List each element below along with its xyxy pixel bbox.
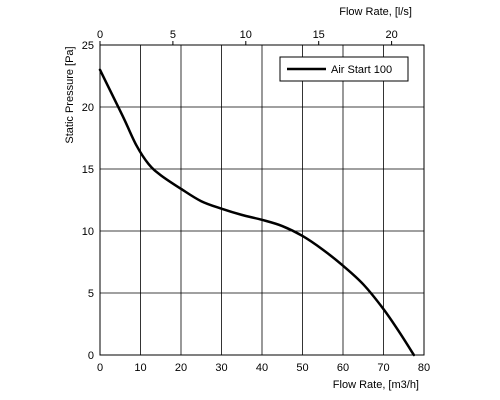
y-tick-label: 15 [82,164,94,176]
x-tick-label: 50 [296,362,308,374]
y-tick-label: 20 [82,102,94,114]
x2-tick-labels: 0 5 10 15 20 [97,29,398,45]
legend: Air Start 100 [279,56,409,82]
y-tick-labels: 0 5 10 15 20 25 [82,40,94,362]
x2-tick-label: 0 [97,29,103,41]
x-tick-label: 40 [256,362,268,374]
series-layer [98,68,416,357]
x-tick-label: 0 [97,362,103,374]
x-tick-labels: 0 10 20 30 40 50 60 70 80 [97,362,430,374]
grid [99,44,425,356]
y-axis-title: Static Pressure [Pa] [64,46,76,143]
x2-tick-label: 15 [313,29,325,41]
x2-tick-label: 10 [240,29,252,41]
plot-frame [99,44,425,356]
y-tick-label: 5 [88,288,94,300]
legend-label: Air Start 100 [331,64,392,76]
x-tick-label: 10 [134,362,146,374]
series-line-air-start-100 [98,68,416,357]
x2-tick-label: 20 [385,29,397,41]
y-tick-label: 10 [82,226,94,238]
x-tick-label: 70 [377,362,389,374]
x-tick-label: 60 [337,362,349,374]
x-tick-label: 20 [175,362,187,374]
x-tick-label: 30 [215,362,227,374]
x2-tick-label: 5 [170,29,176,41]
x2-axis-title: Flow Rate, [l/s] [339,6,412,18]
x-tick-label: 80 [418,362,430,374]
x-axis-title: Flow Rate, [m3/h] [333,379,419,391]
y-tick-label: 0 [88,350,94,362]
y-tick-label: 25 [82,40,94,52]
